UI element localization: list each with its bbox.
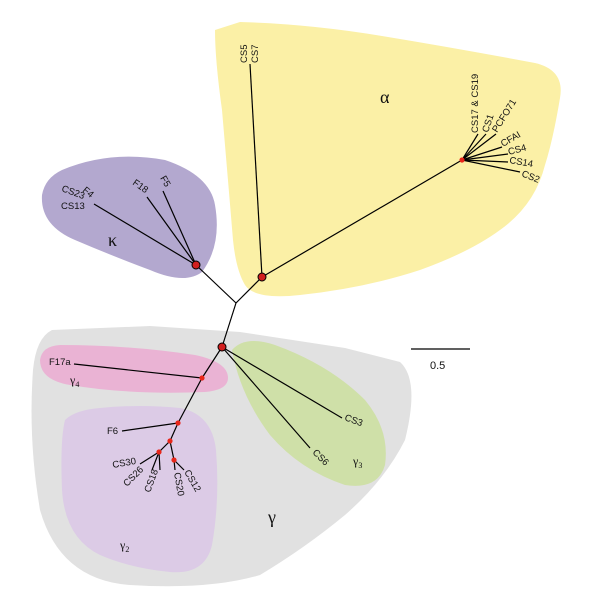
branch-f17a xyxy=(73,363,203,379)
branch-cs5 xyxy=(249,63,263,278)
leaf-cs14: CS14 xyxy=(508,155,533,170)
node-gamma2-d xyxy=(171,457,177,463)
branch-gamma2-stem1 xyxy=(177,377,203,424)
clade-alpha-region xyxy=(215,22,561,297)
node-alpha xyxy=(257,272,267,282)
tree-branches xyxy=(73,63,521,471)
clade-label-kappa: κ xyxy=(108,230,117,250)
gamma4-symbol: γ xyxy=(69,373,76,387)
branch-root-kappa xyxy=(195,264,237,304)
leaf-cs7: CS7 xyxy=(250,45,261,63)
node-gamma4 xyxy=(199,375,205,381)
leaf-f6: F6 xyxy=(107,426,118,437)
clade-label-gamma4: γ4 xyxy=(69,373,79,389)
clade-label-gamma3: γ3 xyxy=(352,454,362,470)
leaf-cs4: CS4 xyxy=(507,142,528,157)
clade-kappa-region xyxy=(41,156,217,279)
clade-gamma2-region xyxy=(61,406,218,573)
branch-cs13 xyxy=(93,203,197,266)
branch-cs30 xyxy=(139,451,160,465)
branch-cfai xyxy=(461,146,503,161)
gamma2-index: 2 xyxy=(125,545,129,554)
gamma4-index: 4 xyxy=(75,380,79,389)
leaf-f5: F5 xyxy=(157,174,172,189)
branch-f5 xyxy=(162,190,197,266)
leaf-cs5: CS5 xyxy=(239,45,250,63)
node-gamma2-b xyxy=(167,438,173,444)
branch-cs4 xyxy=(461,153,509,161)
branch-root-alpha xyxy=(235,276,263,304)
node-alpha-sub xyxy=(459,157,465,163)
branch-f18 xyxy=(146,196,197,266)
clade-gamma3-region xyxy=(232,341,386,486)
clade-label-alpha: α xyxy=(380,87,390,107)
tree-nodes xyxy=(156,157,465,463)
branch-alpha-stem xyxy=(261,159,463,278)
branch-cs18 xyxy=(158,451,161,471)
branch-cs2 xyxy=(461,159,521,173)
branch-cs3 xyxy=(221,346,343,419)
node-gamma2-c xyxy=(156,449,162,455)
clade-label-gamma: γ xyxy=(267,507,276,527)
leaf-cs13: CS13 xyxy=(61,201,85,212)
branch-gamma-stem xyxy=(201,346,223,379)
branch-cs17 xyxy=(461,133,479,161)
node-kappa xyxy=(191,260,201,270)
clade-label-gamma2: γ2 xyxy=(119,538,129,554)
branch-pcfo71 xyxy=(461,133,497,161)
branch-root-upper xyxy=(221,302,237,348)
branch-cs26 xyxy=(151,451,160,471)
scale-bar: 0.5 xyxy=(411,348,470,372)
leaf-f17a: F17a xyxy=(49,357,71,368)
clade-labels: α κ γ γ4 γ2 γ3 xyxy=(69,87,390,554)
gamma3-symbol: γ xyxy=(352,454,359,468)
leaf-cs1: CS1 xyxy=(480,113,496,134)
leaf-cs17-cs19: CS17 & CS19 xyxy=(470,74,481,133)
node-gamma xyxy=(217,342,227,352)
branch-cs6 xyxy=(221,346,311,449)
branch-gamma2-stem3 xyxy=(169,440,175,461)
gamma3-index: 3 xyxy=(358,461,362,470)
leaf-cs20: CS20 xyxy=(171,472,186,497)
clade-gamma4-region xyxy=(40,345,228,393)
branch-cs14 xyxy=(461,159,509,163)
branch-cs1 xyxy=(461,133,487,161)
gamma2-symbol: γ xyxy=(119,538,126,552)
branch-f6 xyxy=(121,422,179,432)
leaf-f4: F4 xyxy=(80,185,96,201)
branch-gamma2-stem2 xyxy=(169,422,179,442)
leaf-cs30: CS30 xyxy=(112,456,137,471)
node-gamma2-a xyxy=(175,420,181,426)
scale-bar-label: 0.5 xyxy=(430,360,445,372)
